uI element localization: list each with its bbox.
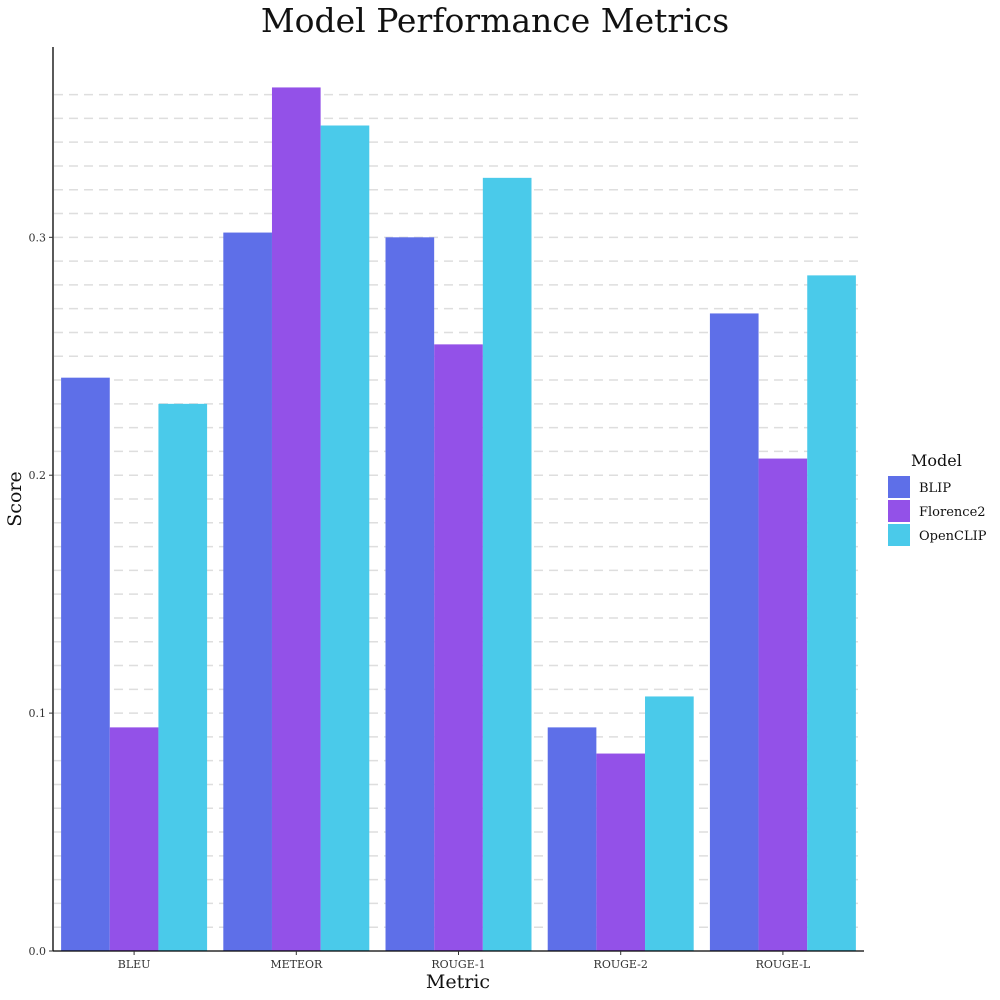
bar-openclip-rouge-1 xyxy=(482,177,532,951)
y-tick-label: 0.2 xyxy=(29,469,47,482)
legend-title: Model xyxy=(911,451,962,470)
x-tick-label: ROUGE-L xyxy=(756,958,811,971)
bar-blip-meteor xyxy=(223,232,272,952)
x-tick-label: ROUGE-1 xyxy=(431,958,485,971)
y-tick-label: 0.0 xyxy=(29,945,47,958)
legend-label-openclip: OpenCLIP xyxy=(919,529,987,544)
y-axis-title: Score xyxy=(4,471,26,526)
y-tick-label: 0.1 xyxy=(29,707,47,720)
legend-swatch-florence2 xyxy=(888,500,910,522)
x-tick-label: ROUGE-2 xyxy=(594,958,648,971)
bar-blip-rouge-l xyxy=(709,313,759,951)
bars xyxy=(61,87,856,952)
legend-label-blip: BLIP xyxy=(919,481,951,496)
x-axis-ticks: BLEU METEOR ROUGE-1 ROUGE-2 ROUGE-L xyxy=(118,951,811,971)
x-tick-label: BLEU xyxy=(118,958,151,971)
bar-florence2-bleu xyxy=(109,727,159,951)
bar-blip-rouge-2 xyxy=(547,727,597,951)
bar-florence2-rouge-1 xyxy=(434,344,483,951)
bar-openclip-meteor xyxy=(320,125,370,952)
bar-florence2-rouge-l xyxy=(758,458,808,951)
bar-blip-rouge-1 xyxy=(385,237,435,951)
bar-openclip-rouge-l xyxy=(807,275,856,952)
bar-florence2-rouge-2 xyxy=(596,753,646,951)
legend-swatch-openclip xyxy=(888,524,910,546)
chart-title: Model Performance Metrics xyxy=(261,1,729,40)
legend-label-florence2: Florence2 xyxy=(919,505,986,520)
bar-openclip-bleu xyxy=(158,403,208,951)
x-axis-title: Metric xyxy=(426,971,490,993)
x-tick-label: METEOR xyxy=(270,958,323,971)
y-axis-ticks: 0.0 0.1 0.2 0.3 xyxy=(29,231,53,958)
y-tick-label: 0.3 xyxy=(29,231,47,244)
bar-openclip-rouge-2 xyxy=(645,696,694,951)
legend-swatch-blip xyxy=(888,476,910,498)
legend: Model BLIP Florence2 OpenCLIP xyxy=(888,451,987,546)
bar-florence2-meteor xyxy=(271,87,321,951)
bar-blip-bleu xyxy=(61,377,110,951)
